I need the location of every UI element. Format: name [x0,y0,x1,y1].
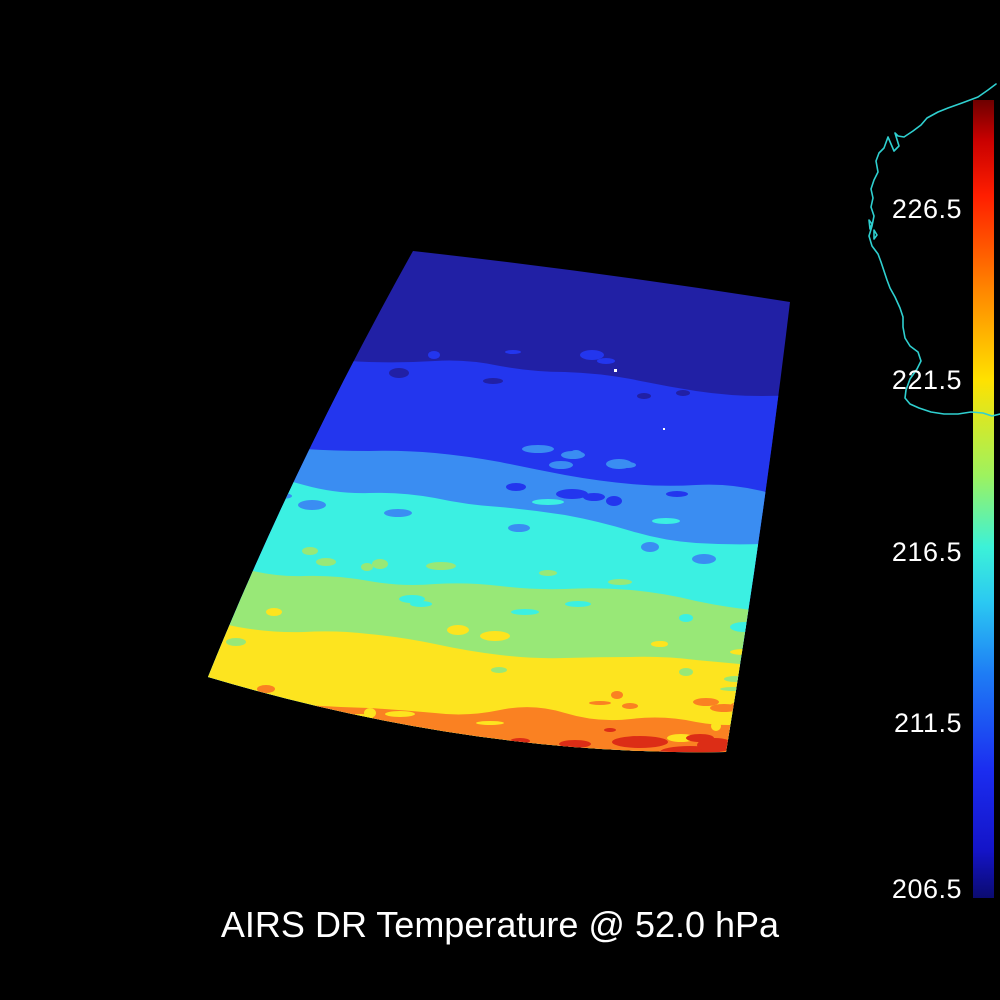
colorbar [973,100,994,898]
plot-title: AIRS DR Temperature @ 52.0 hPa [220,904,780,945]
island-outline [873,229,878,240]
colorbar-tick-label: 211.5 [893,708,962,738]
data-gap-dots [614,369,665,430]
colorbar-tick-label: 206.5 [891,874,962,904]
island-outline [868,219,873,230]
coastline-western-australia [868,83,1000,417]
coastline-path [868,83,1000,417]
colorbar-tick-label: 216.5 [891,537,962,567]
temperature-swath [208,251,790,753]
colorbar-tick-label: 221.5 [891,365,962,395]
contour-bands [208,251,790,753]
colorbar-tick-label: 226.5 [891,194,962,224]
